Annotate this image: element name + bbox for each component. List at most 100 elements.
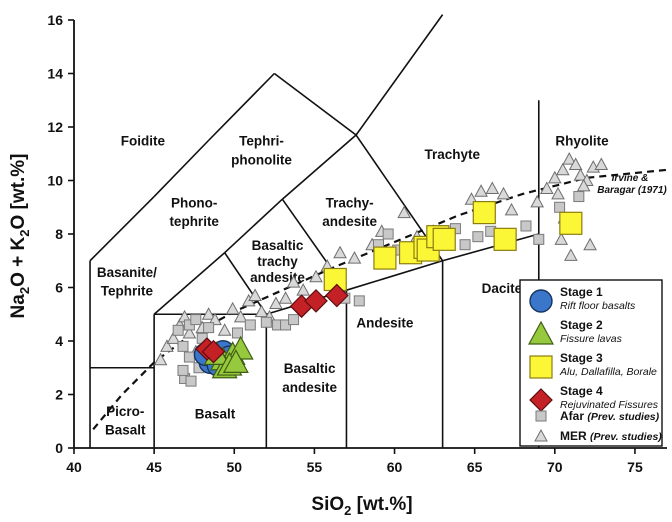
mer-point-36 <box>547 170 562 184</box>
legend-desc-stage-2: Fissure lavas <box>560 333 623 345</box>
field-labels: Foidite Tephri-phonolite Phono-tephrite Tra… <box>97 134 609 438</box>
afar-point-27 <box>472 231 484 243</box>
field-boundary-20 <box>223 252 267 315</box>
mer-point-10 <box>217 323 232 336</box>
mer-point-23 <box>333 245 347 259</box>
y-axis-label-p3: O [wt.%] <box>8 154 29 230</box>
legend-marker-stage-1 <box>529 289 553 313</box>
field-boundary-4 <box>273 72 357 136</box>
stage-points <box>193 201 583 379</box>
mer-point-48 <box>563 248 578 261</box>
field-label-6: andesite <box>322 214 377 229</box>
stage-3-point-8 <box>493 227 517 251</box>
y-tick-label-7: 14 <box>47 66 63 82</box>
field-boundary-1 <box>89 195 155 262</box>
field-label-8: Rhyolite <box>555 134 609 149</box>
stage-4-point-3 <box>304 289 328 313</box>
y-tick-label-6: 12 <box>47 119 63 135</box>
y-tick-label-2: 4 <box>55 333 63 349</box>
legend-desc-stage-3: Alu, Dallafilla, Borale <box>559 366 657 378</box>
reference-curve-label-line1: Irvine & <box>612 173 649 184</box>
x-tick-label-4: 60 <box>387 459 403 475</box>
stage-3-point-9 <box>559 211 583 235</box>
stage-2-point-6 <box>222 349 249 373</box>
x-tick-label-1: 45 <box>146 459 162 475</box>
afar-point-7 <box>190 314 202 326</box>
field-label-7: Trachyte <box>424 147 480 162</box>
mer-point-39 <box>568 157 583 170</box>
legend-desc-afar: (Prev. studies) <box>587 411 659 423</box>
field-boundary-5 <box>355 14 444 136</box>
afar-point-31 <box>533 233 545 245</box>
classification-field-boundaries <box>89 14 540 448</box>
afar-point-16 <box>288 314 300 326</box>
field-label-12: Basanite/ <box>97 265 157 280</box>
afar-point-32 <box>554 201 566 213</box>
field-label-9: Basaltic <box>252 238 304 253</box>
field-label-13: Tephrite <box>101 284 154 299</box>
mer-point-9 <box>208 312 222 326</box>
mer-point-40 <box>573 168 588 181</box>
field-boundary-8 <box>153 252 226 315</box>
y-axis-label-s2: 2 <box>17 230 32 237</box>
afar-point-12 <box>244 319 256 331</box>
mer-point-31 <box>485 181 500 195</box>
mer-point-35 <box>539 181 554 195</box>
mer-point-1 <box>160 339 174 352</box>
legend-label-stage-1: Stage 1 <box>560 285 603 299</box>
afar-point-8 <box>177 364 189 376</box>
y-tick-label-5: 10 <box>47 173 63 189</box>
mer-point-21 <box>309 269 323 283</box>
mer-point-30 <box>474 184 488 197</box>
x-tick-label-7: 75 <box>627 459 643 475</box>
mer-point-44 <box>551 186 565 200</box>
x-tick-label-6: 70 <box>547 459 563 475</box>
mer-point-43 <box>594 157 609 170</box>
mer-point-5 <box>182 325 197 339</box>
y-tick-label-1: 2 <box>55 387 63 403</box>
y-axis-ticks: 0 2 4 6 8 10 12 14 16 <box>47 12 74 456</box>
field-label-3: Phono- <box>171 195 218 210</box>
y-axis-label: Na2O + K2O [wt.%] <box>8 154 32 319</box>
field-label-10: trachy <box>257 254 298 269</box>
field-boundary-9 <box>224 198 283 254</box>
afar-point-26 <box>459 239 471 251</box>
y-tick-label-0: 0 <box>55 440 63 456</box>
mer-point-37 <box>555 162 570 176</box>
field-label-18: Basalt <box>195 407 236 422</box>
legend-label-stage-3: Stage 3 <box>560 351 603 365</box>
legend-desc-stage-4: Rejuvinated Fissures <box>560 399 659 411</box>
mer-point-32 <box>496 186 511 200</box>
afar-point-10 <box>203 322 215 334</box>
field-label-19: Picro- <box>106 404 144 419</box>
mer-point-33 <box>504 202 519 216</box>
mer-point-46 <box>576 178 591 192</box>
afar-point-18 <box>353 295 365 307</box>
y-tick-label-8: 16 <box>47 12 63 28</box>
legend-marker-stage-3 <box>529 355 553 379</box>
x-tick-label-0: 40 <box>66 459 82 475</box>
y-axis-label-p2: O + K <box>8 236 29 286</box>
legend-desc-mer: (Prev. studies) <box>590 431 662 443</box>
x-axis-label: SiO2 [wt.%] <box>311 494 412 518</box>
afar-point-11 <box>231 327 243 339</box>
mer-point-20 <box>296 283 311 296</box>
legend-label-afar: Afar (Prev. studies) <box>560 409 660 423</box>
y-tick-label-4: 8 <box>55 226 63 242</box>
stage-3-point-6 <box>432 227 456 251</box>
field-label-17: andesite <box>282 380 337 395</box>
mer-point-14 <box>248 288 262 302</box>
field-label-1: Tephri- <box>239 134 284 149</box>
mer-point-17 <box>269 296 283 310</box>
afar-point-4 <box>185 375 197 387</box>
legend-marker-afar <box>535 410 547 422</box>
field-boundary-14 <box>346 259 443 291</box>
mer-point-34 <box>530 194 545 208</box>
x-tick-label-2: 50 <box>226 459 242 475</box>
legend-desc-stage-1: Rift floor basalts <box>560 300 636 312</box>
mer-point-8 <box>201 307 216 320</box>
afar-point-9 <box>183 351 195 363</box>
field-label-4: tephrite <box>169 214 219 229</box>
